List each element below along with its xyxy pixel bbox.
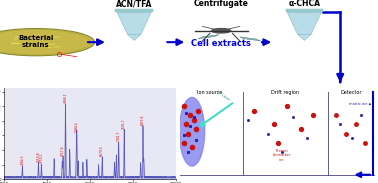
Text: 6579.5: 6579.5 [100, 145, 104, 156]
Text: Centrifugate: Centrifugate [194, 0, 249, 8]
Polygon shape [198, 35, 219, 39]
Polygon shape [116, 9, 153, 12]
Polygon shape [117, 12, 151, 34]
Circle shape [212, 29, 231, 33]
Text: strains: strains [22, 42, 50, 48]
Text: 3750.1: 3750.1 [39, 153, 43, 163]
Text: ACN/TFA: ACN/TFA [116, 0, 152, 8]
Polygon shape [287, 12, 321, 34]
Polygon shape [297, 34, 311, 40]
Text: 7601.7: 7601.7 [122, 118, 126, 129]
Text: 8473.8: 8473.8 [141, 115, 145, 125]
Polygon shape [127, 34, 141, 40]
Text: 5394.4: 5394.4 [75, 122, 79, 132]
Text: α-CHCA: α-CHCA [288, 0, 320, 8]
Circle shape [0, 29, 94, 56]
Text: 3610.8: 3610.8 [36, 151, 40, 162]
Ellipse shape [179, 97, 204, 166]
Text: Detector: Detector [341, 90, 363, 95]
Polygon shape [240, 37, 260, 41]
Text: Ion source: Ion source [197, 90, 222, 95]
Text: 4757.6: 4757.6 [61, 145, 65, 156]
Text: 4868.1: 4868.1 [64, 93, 67, 103]
Polygon shape [286, 9, 323, 12]
Text: 2864.3: 2864.3 [20, 155, 24, 165]
Text: Bacterial: Bacterial [18, 35, 54, 41]
Text: Drift region: Drift region [271, 90, 299, 95]
Text: UV Laser: UV Laser [215, 89, 231, 102]
Text: Protein
biomarker
ion: Protein biomarker ion [273, 149, 291, 162]
Text: 7341.7: 7341.7 [117, 131, 121, 141]
Text: Cell extracts: Cell extracts [191, 39, 251, 48]
Text: matrix ion ◆: matrix ion ◆ [349, 101, 371, 105]
